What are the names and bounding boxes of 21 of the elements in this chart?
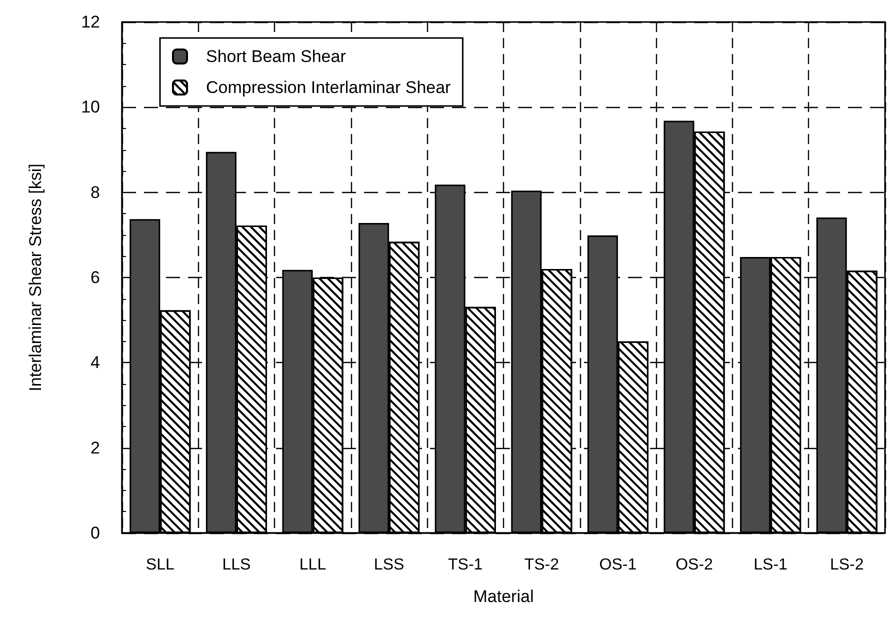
y-tick-label: 6 (90, 268, 100, 287)
y-tick-label: 0 (90, 524, 100, 542)
x-tick-label: LSS (374, 556, 404, 574)
y-tick-label: 10 (81, 98, 100, 117)
x-tick-label: OS-1 (599, 556, 637, 574)
x-axis-title: Material (473, 587, 534, 606)
legend-label: Compression Interlaminar Shear (206, 78, 452, 97)
x-tick-label: LS-2 (830, 556, 864, 574)
x-tick-label: TS-2 (524, 556, 560, 574)
x-tick-label: OS-2 (676, 556, 714, 574)
y-tick-label: 8 (90, 182, 100, 202)
y-tick-label: 2 (90, 438, 100, 458)
legend-label: Short Beam Shear (206, 47, 346, 66)
x-tick-label: LLS (222, 556, 251, 574)
y-tick-label: 4 (90, 353, 100, 372)
x-tick-label: SLL (146, 556, 174, 574)
y-tick-label: 12 (81, 12, 100, 32)
y-axis-title: Interlaminar Shear Stress [ksi] (26, 164, 45, 392)
x-tick-label: LLL (299, 556, 326, 574)
x-tick-label: LS-1 (754, 556, 788, 574)
x-tick-label: TS-1 (448, 556, 483, 574)
